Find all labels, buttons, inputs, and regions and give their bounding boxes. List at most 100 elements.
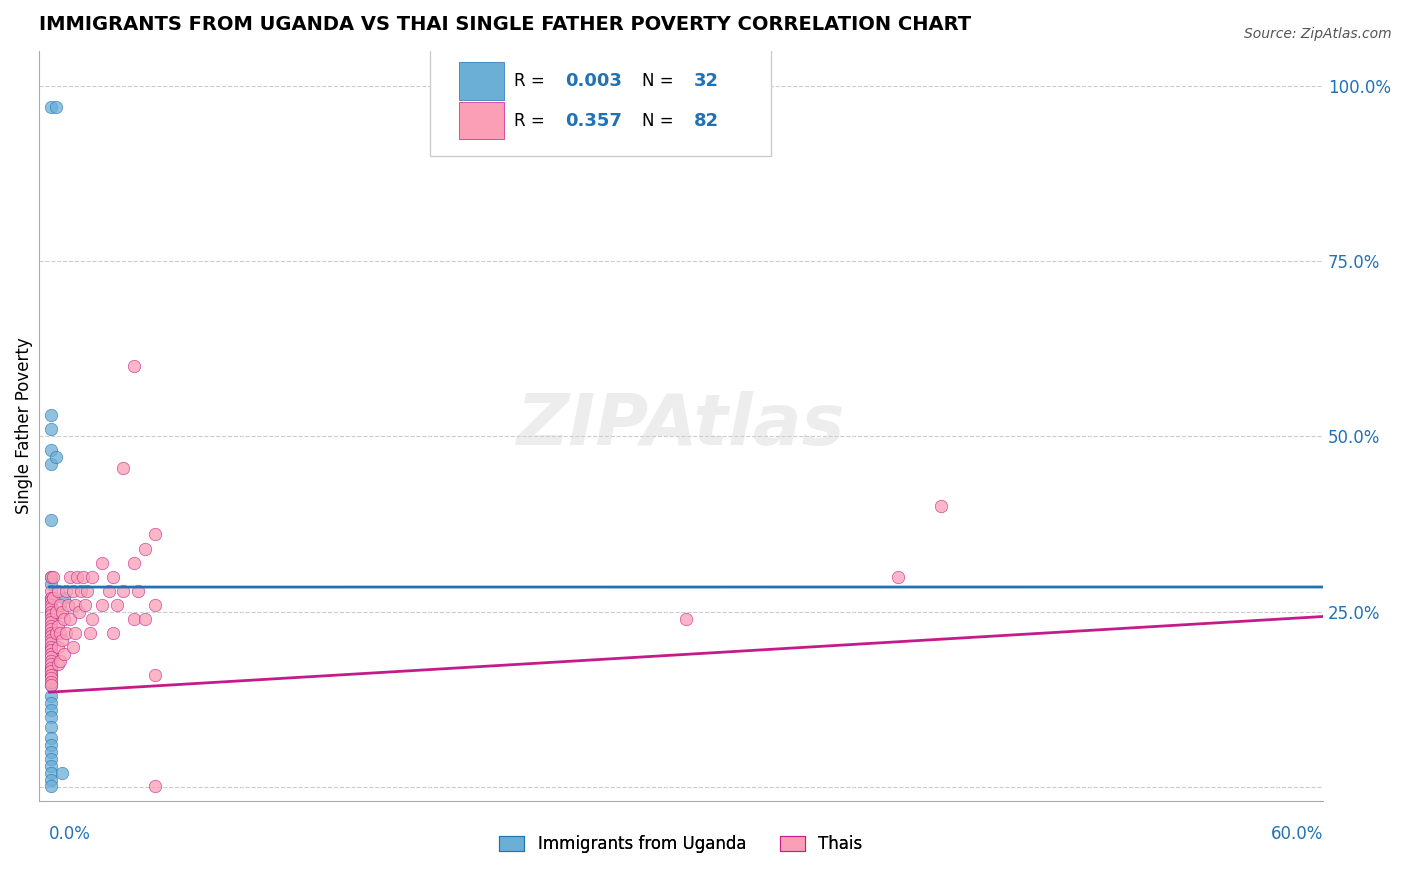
Point [39, 667, 62, 681]
Point [63, 625, 86, 640]
Point [75, 598, 97, 612]
Point [39, 625, 62, 640]
FancyBboxPatch shape [458, 62, 503, 100]
Point [39, 591, 62, 605]
Point [39, 422, 62, 436]
Point [39, 661, 62, 675]
Point [127, 583, 149, 598]
Point [39, 601, 62, 615]
Text: ZIPAtlas: ZIPAtlas [516, 392, 845, 460]
Point [51, 765, 73, 780]
Point [122, 556, 145, 570]
Point [59, 569, 82, 583]
Point [39, 629, 62, 643]
Point [53, 647, 76, 661]
Point [39, 765, 62, 780]
Point [675, 612, 697, 626]
Point [45, 605, 67, 619]
Point [51, 605, 73, 619]
Text: 32: 32 [693, 72, 718, 90]
Text: 82: 82 [693, 112, 718, 129]
Point [143, 527, 166, 541]
Point [39, 678, 62, 692]
Point [39, 731, 62, 745]
Point [39, 667, 62, 681]
Point [79, 625, 101, 640]
Point [39, 696, 62, 710]
Point [122, 359, 145, 374]
Point [39, 772, 62, 787]
Point [39, 664, 62, 678]
Point [143, 779, 166, 793]
Point [39, 458, 62, 472]
Point [122, 612, 145, 626]
Point [39, 625, 62, 640]
Point [39, 678, 62, 692]
Point [39, 605, 62, 619]
Point [49, 625, 72, 640]
Point [39, 409, 62, 423]
Point [39, 720, 62, 734]
Text: 0.357: 0.357 [565, 112, 621, 129]
Point [39, 703, 62, 717]
Point [46, 640, 69, 654]
Point [39, 443, 62, 458]
Point [39, 779, 62, 793]
Point [101, 625, 124, 640]
Point [39, 657, 62, 672]
Point [49, 598, 72, 612]
Text: R =: R = [513, 72, 544, 90]
Point [112, 583, 135, 598]
Point [134, 612, 156, 626]
Point [70, 583, 93, 598]
Point [39, 576, 62, 591]
Point [39, 752, 62, 766]
Point [51, 632, 73, 647]
Point [39, 654, 62, 668]
Point [42, 569, 65, 583]
Point [39, 674, 62, 689]
Point [39, 583, 62, 598]
Point [39, 640, 62, 654]
Point [39, 591, 62, 605]
Point [39, 612, 62, 626]
Point [39, 689, 62, 703]
Point [39, 618, 62, 632]
Point [62, 640, 84, 654]
Point [55, 583, 77, 598]
Point [45, 450, 67, 465]
Point [91, 598, 114, 612]
Text: 0.0%: 0.0% [49, 825, 91, 844]
Point [67, 605, 90, 619]
Point [39, 615, 62, 629]
Point [39, 632, 62, 647]
Y-axis label: Single Father Poverty: Single Father Poverty [15, 337, 32, 514]
Point [143, 598, 166, 612]
Point [39, 759, 62, 773]
Point [39, 738, 62, 752]
Point [39, 647, 62, 661]
Point [39, 636, 62, 650]
Point [76, 583, 98, 598]
Point [91, 556, 114, 570]
FancyBboxPatch shape [458, 102, 503, 139]
Text: IMMIGRANTS FROM UGANDA VS THAI SINGLE FATHER POVERTY CORRELATION CHART: IMMIGRANTS FROM UGANDA VS THAI SINGLE FA… [38, 15, 970, 34]
Point [66, 569, 89, 583]
Point [101, 569, 124, 583]
Point [39, 100, 62, 114]
Point [72, 569, 94, 583]
Point [39, 640, 62, 654]
Point [80, 569, 103, 583]
Point [55, 625, 77, 640]
Point [112, 461, 135, 475]
Point [39, 605, 62, 619]
Point [39, 594, 62, 608]
Point [39, 569, 62, 583]
Point [929, 500, 952, 514]
Point [63, 598, 86, 612]
Point [59, 612, 82, 626]
Point [53, 612, 76, 626]
Point [46, 657, 69, 672]
Text: Source: ZipAtlas.com: Source: ZipAtlas.com [1244, 27, 1392, 41]
Point [39, 745, 62, 759]
